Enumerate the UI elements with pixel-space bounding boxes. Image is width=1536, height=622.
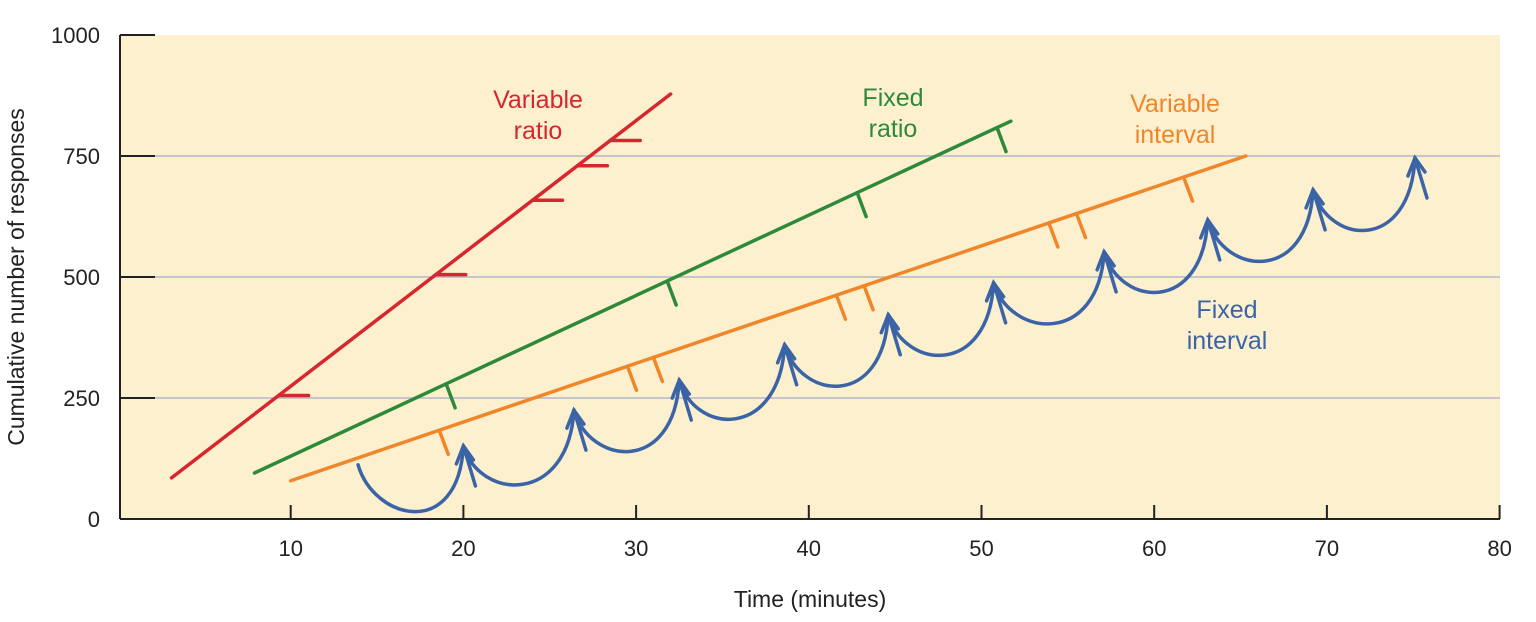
scallop <box>461 408 576 487</box>
x-tick-label: 50 <box>969 536 993 561</box>
scallop <box>356 444 466 514</box>
x-tick-label: 40 <box>797 536 821 561</box>
x-axis-label: Time (minutes) <box>734 586 887 612</box>
reinforcement-mark <box>625 364 639 392</box>
y-tick-label: 0 <box>88 507 100 532</box>
reinforcement-mark <box>862 284 875 312</box>
reinforcement-mark <box>437 428 450 457</box>
reinforcement-mark <box>1074 211 1088 240</box>
series-fixed-interval: Fixed interval <box>356 154 1429 514</box>
scallop <box>572 378 682 454</box>
x-tick-label: 10 <box>278 536 302 561</box>
y-tick-label: 250 <box>63 386 100 411</box>
series-label: Fixed <box>1196 296 1257 324</box>
scallop <box>1205 188 1315 263</box>
scallop <box>677 343 787 421</box>
y-tick-label: 500 <box>63 265 100 290</box>
reinforcement-mark <box>651 355 665 384</box>
scallop <box>1311 156 1417 233</box>
series-label: interval <box>1187 327 1268 355</box>
y-axis-label: Cumulative number of responses <box>3 108 29 446</box>
y-tick-label: 750 <box>63 144 100 169</box>
x-tick-label: 20 <box>451 536 475 561</box>
series-label: ratio <box>869 115 918 143</box>
reinforcement-mark <box>1047 221 1060 249</box>
reinforcement-mark <box>444 382 457 410</box>
x-tick-label: 80 <box>1487 536 1511 561</box>
x-tick-label: 30 <box>624 536 648 561</box>
scallop <box>886 281 996 358</box>
series-label: Variable <box>493 86 583 114</box>
series-label: interval <box>1135 121 1216 149</box>
x-tick-label: 60 <box>1142 536 1166 561</box>
reinforcement-mark <box>855 190 868 219</box>
x-tick-label: 70 <box>1315 536 1339 561</box>
series-label: Variable <box>1130 90 1220 118</box>
series-label: ratio <box>514 117 563 145</box>
series-variable-interval: Variable interval <box>288 90 1248 483</box>
reinforcement-mark <box>665 279 678 307</box>
series-fixed-ratio: Fixed ratio <box>252 84 1013 475</box>
scallop <box>782 313 890 388</box>
series-variable-ratio: Variable ratio <box>169 86 673 480</box>
reinforcement-arrow <box>1406 154 1429 200</box>
reinforcement-mark <box>1181 175 1195 203</box>
scallop <box>1102 218 1210 295</box>
scallop <box>991 250 1106 326</box>
series-line <box>288 154 1248 483</box>
series-line <box>252 119 1013 475</box>
series-label: Fixed <box>862 84 923 112</box>
series-line <box>169 92 673 480</box>
y-tick-label: 1000 <box>51 23 100 48</box>
reinforcement-mark <box>834 293 848 321</box>
reinforcement-mark <box>995 125 1008 154</box>
